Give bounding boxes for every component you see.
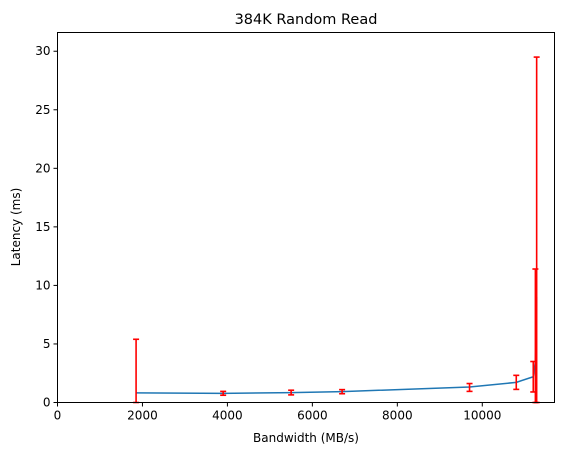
- x-axis-label: Bandwidth (MB/s): [253, 431, 359, 445]
- error-bar-1: [220, 390, 227, 397]
- error-bar-5: [513, 374, 520, 391]
- y-tick-label: 0: [43, 396, 51, 410]
- y-tick-label: 20: [35, 161, 50, 175]
- error-bar-4: [466, 382, 473, 393]
- y-tick-label: 15: [35, 220, 50, 234]
- y-tick-label: 10: [35, 278, 50, 292]
- y-axis-label: Latency (ms): [9, 188, 23, 267]
- x-tick-label: 8000: [382, 409, 413, 423]
- error-bar-8: [533, 56, 540, 404]
- y-tick-label: 5: [43, 337, 51, 351]
- axis-ticks: 0 2000 4000 6000 8000 10000 0 5 10 15 20 25 30: [35, 44, 501, 422]
- x-tick-label: 0: [54, 409, 62, 423]
- series-line-0: [136, 297, 538, 395]
- x-tick-label: 6000: [297, 409, 328, 423]
- error-bar-2: [288, 389, 295, 396]
- x-tick-label: 4000: [212, 409, 243, 423]
- error-bar-3: [339, 388, 346, 395]
- plot-area: [133, 56, 540, 404]
- y-tick-label: 25: [35, 103, 50, 117]
- chart-title: 384K Random Read: [235, 12, 378, 28]
- x-tick-label: 2000: [127, 409, 158, 423]
- y-tick-label: 30: [35, 44, 50, 58]
- axes-frame: [57, 32, 555, 403]
- x-tick-label: 10000: [463, 409, 501, 423]
